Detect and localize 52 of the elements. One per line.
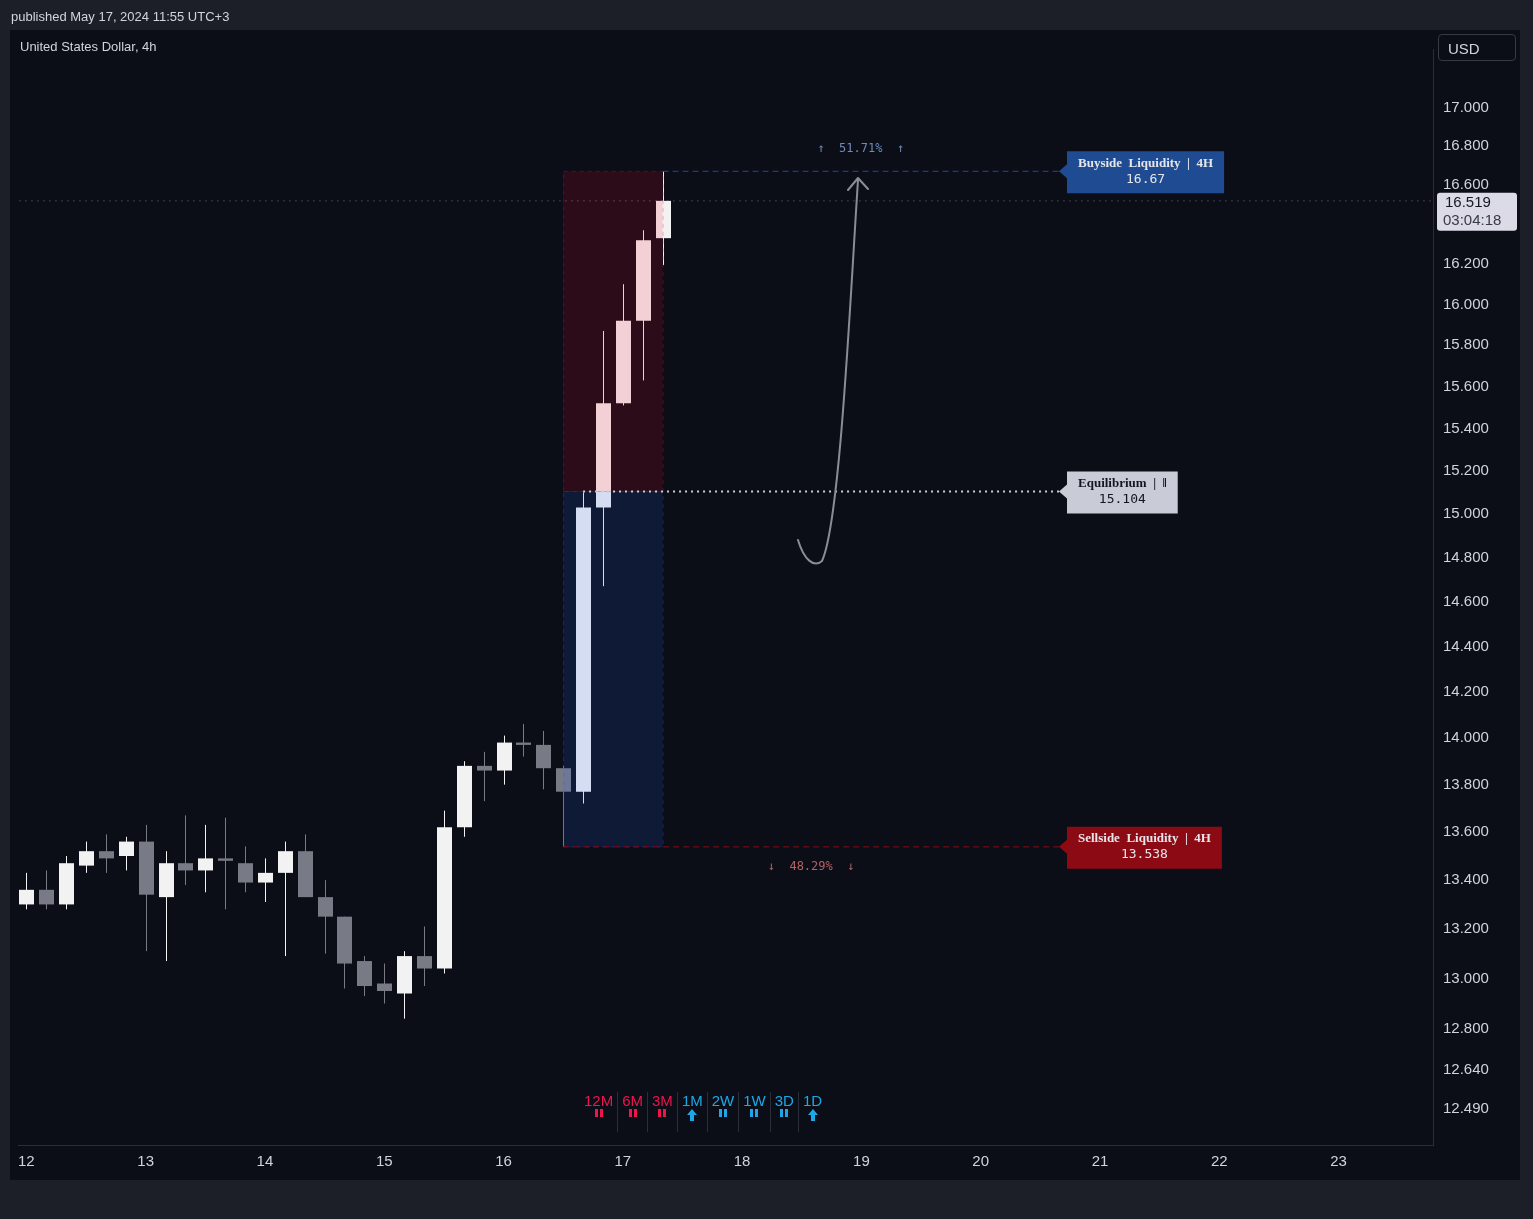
y-axis-title: USD (1438, 34, 1516, 61)
annotation: 3M (652, 1092, 673, 1109)
y-tick-label: 16.600 (1443, 175, 1489, 193)
ref-line-label: Sellside Liquidity | 4H 13.538 (1077, 830, 1211, 862)
y-tick-label: 13.600 (1443, 822, 1489, 840)
annotation: ↓ 48.29% ↓ (767, 858, 855, 873)
y-tick-label: 14.800 (1443, 547, 1489, 565)
y-tick-label: 14.400 (1443, 636, 1489, 654)
y-tick-label: 16.800 (1443, 136, 1489, 154)
x-tick-label: 18 (733, 1152, 751, 1170)
ref-line-label: Buyside Liquidity | 4H 16.67 (1078, 154, 1214, 186)
ref-line-label: 16.519 03:04:18 (1443, 192, 1502, 228)
x-tick-label: 22 (1210, 1152, 1228, 1170)
y-tick-label: 14.600 (1443, 591, 1489, 609)
y-tick-label: 15.800 (1443, 335, 1489, 353)
chart-title: United States Dollar, 4h (20, 39, 157, 54)
y-tick-label: 13.200 (1443, 919, 1489, 937)
y-tick-label: 13.800 (1443, 774, 1489, 792)
y-tick-label: 15.400 (1443, 418, 1489, 436)
annotation: 1D (802, 1092, 823, 1109)
x-tick-label: 16 (495, 1152, 512, 1170)
y-tick-label: 13.000 (1443, 968, 1489, 986)
x-tick-label: 23 (1330, 1152, 1347, 1170)
chart-subtitle: published May 17, 2024 11:55 UTC+3 (11, 9, 230, 24)
x-tick-label: 17 (614, 1152, 632, 1170)
x-tick-label: 19 (853, 1152, 870, 1170)
annotation: 3D (774, 1092, 794, 1109)
x-tick-label: 13 (137, 1152, 154, 1170)
y-tick-label: 15.000 (1443, 504, 1489, 522)
y-tick-label: 12.800 (1443, 1018, 1489, 1036)
x-tick-label: 20 (972, 1152, 990, 1170)
annotation: 6M (622, 1092, 644, 1109)
annotation: 2W (711, 1092, 735, 1109)
annotation: ↑ 51.71% ↑ (817, 141, 905, 156)
y-tick-label: 15.200 (1443, 461, 1489, 479)
y-tick-label: 17.000 (1443, 97, 1489, 115)
y-tick-label: 14.200 (1443, 682, 1489, 700)
y-tick-label: 15.600 (1443, 376, 1489, 394)
annotation: 1M (681, 1092, 703, 1109)
y-tick-label: 12.640 (1443, 1059, 1489, 1077)
annotation: 1W (743, 1092, 766, 1109)
ref-line-label: Equilibrium | ‖ 15.104 (1078, 474, 1167, 506)
annotation: 12M (584, 1092, 614, 1109)
y-tick-label: 12.490 (1443, 1098, 1489, 1116)
y-tick-label: 14.000 (1443, 728, 1489, 746)
y-tick-label: 16.000 (1443, 294, 1489, 312)
x-tick-label: 21 (1091, 1152, 1109, 1170)
y-tick-label: 16.200 (1443, 254, 1489, 272)
x-tick-label: 15 (375, 1152, 393, 1170)
y-tick-label: 13.400 (1443, 870, 1489, 888)
x-tick-label: 12 (18, 1152, 35, 1170)
x-tick-label: 14 (256, 1152, 274, 1170)
